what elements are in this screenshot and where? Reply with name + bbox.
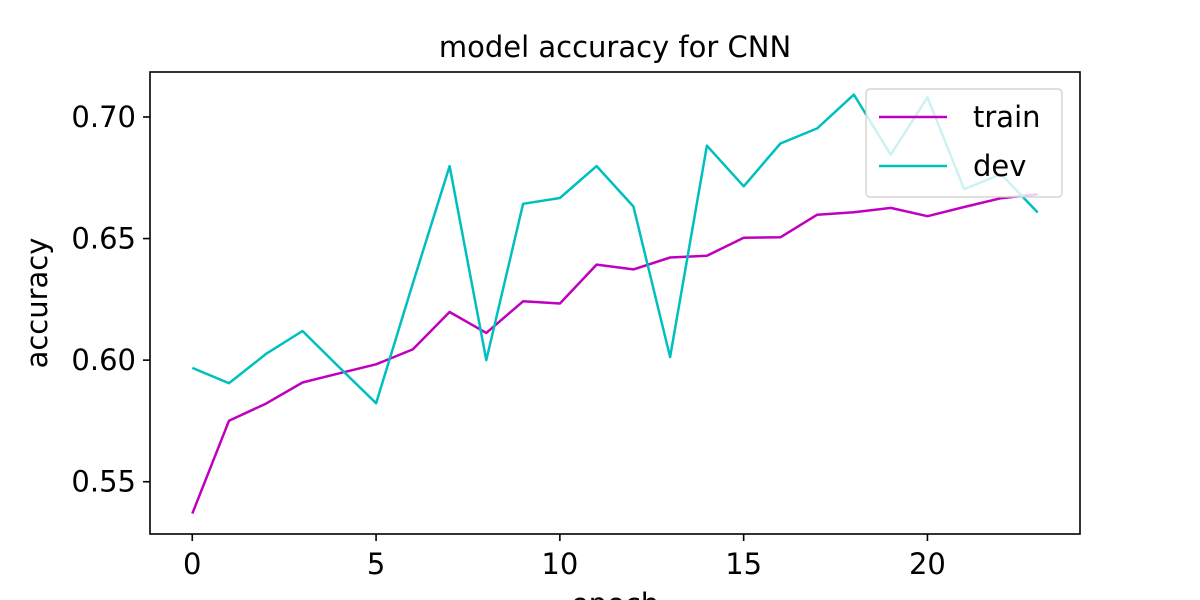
y-tick-label: 0.55 [71, 465, 136, 499]
x-tick-label: 15 [725, 547, 762, 581]
legend: train dev [865, 88, 1063, 198]
x-tick-label: 5 [367, 547, 385, 581]
y-axis-ticks: 0.55 0.60 0.65 0.70 [71, 100, 150, 499]
y-tick-label: 0.70 [71, 100, 136, 134]
x-axis-label: epoch [571, 587, 659, 600]
chart-title: model accuracy for CNN [439, 30, 791, 64]
y-tick-label: 0.65 [71, 222, 136, 256]
legend-label-dev: dev [973, 149, 1026, 183]
y-tick-label: 0.60 [71, 343, 136, 377]
x-tick-label: 0 [183, 547, 201, 581]
y-axis-label: accuracy [20, 238, 54, 369]
x-tick-label: 20 [909, 547, 946, 581]
legend-label-train: train [973, 100, 1041, 134]
x-tick-label: 10 [541, 547, 578, 581]
series-line-train [191, 193, 1038, 515]
x-axis-ticks: 0 5 10 15 20 [183, 534, 946, 581]
